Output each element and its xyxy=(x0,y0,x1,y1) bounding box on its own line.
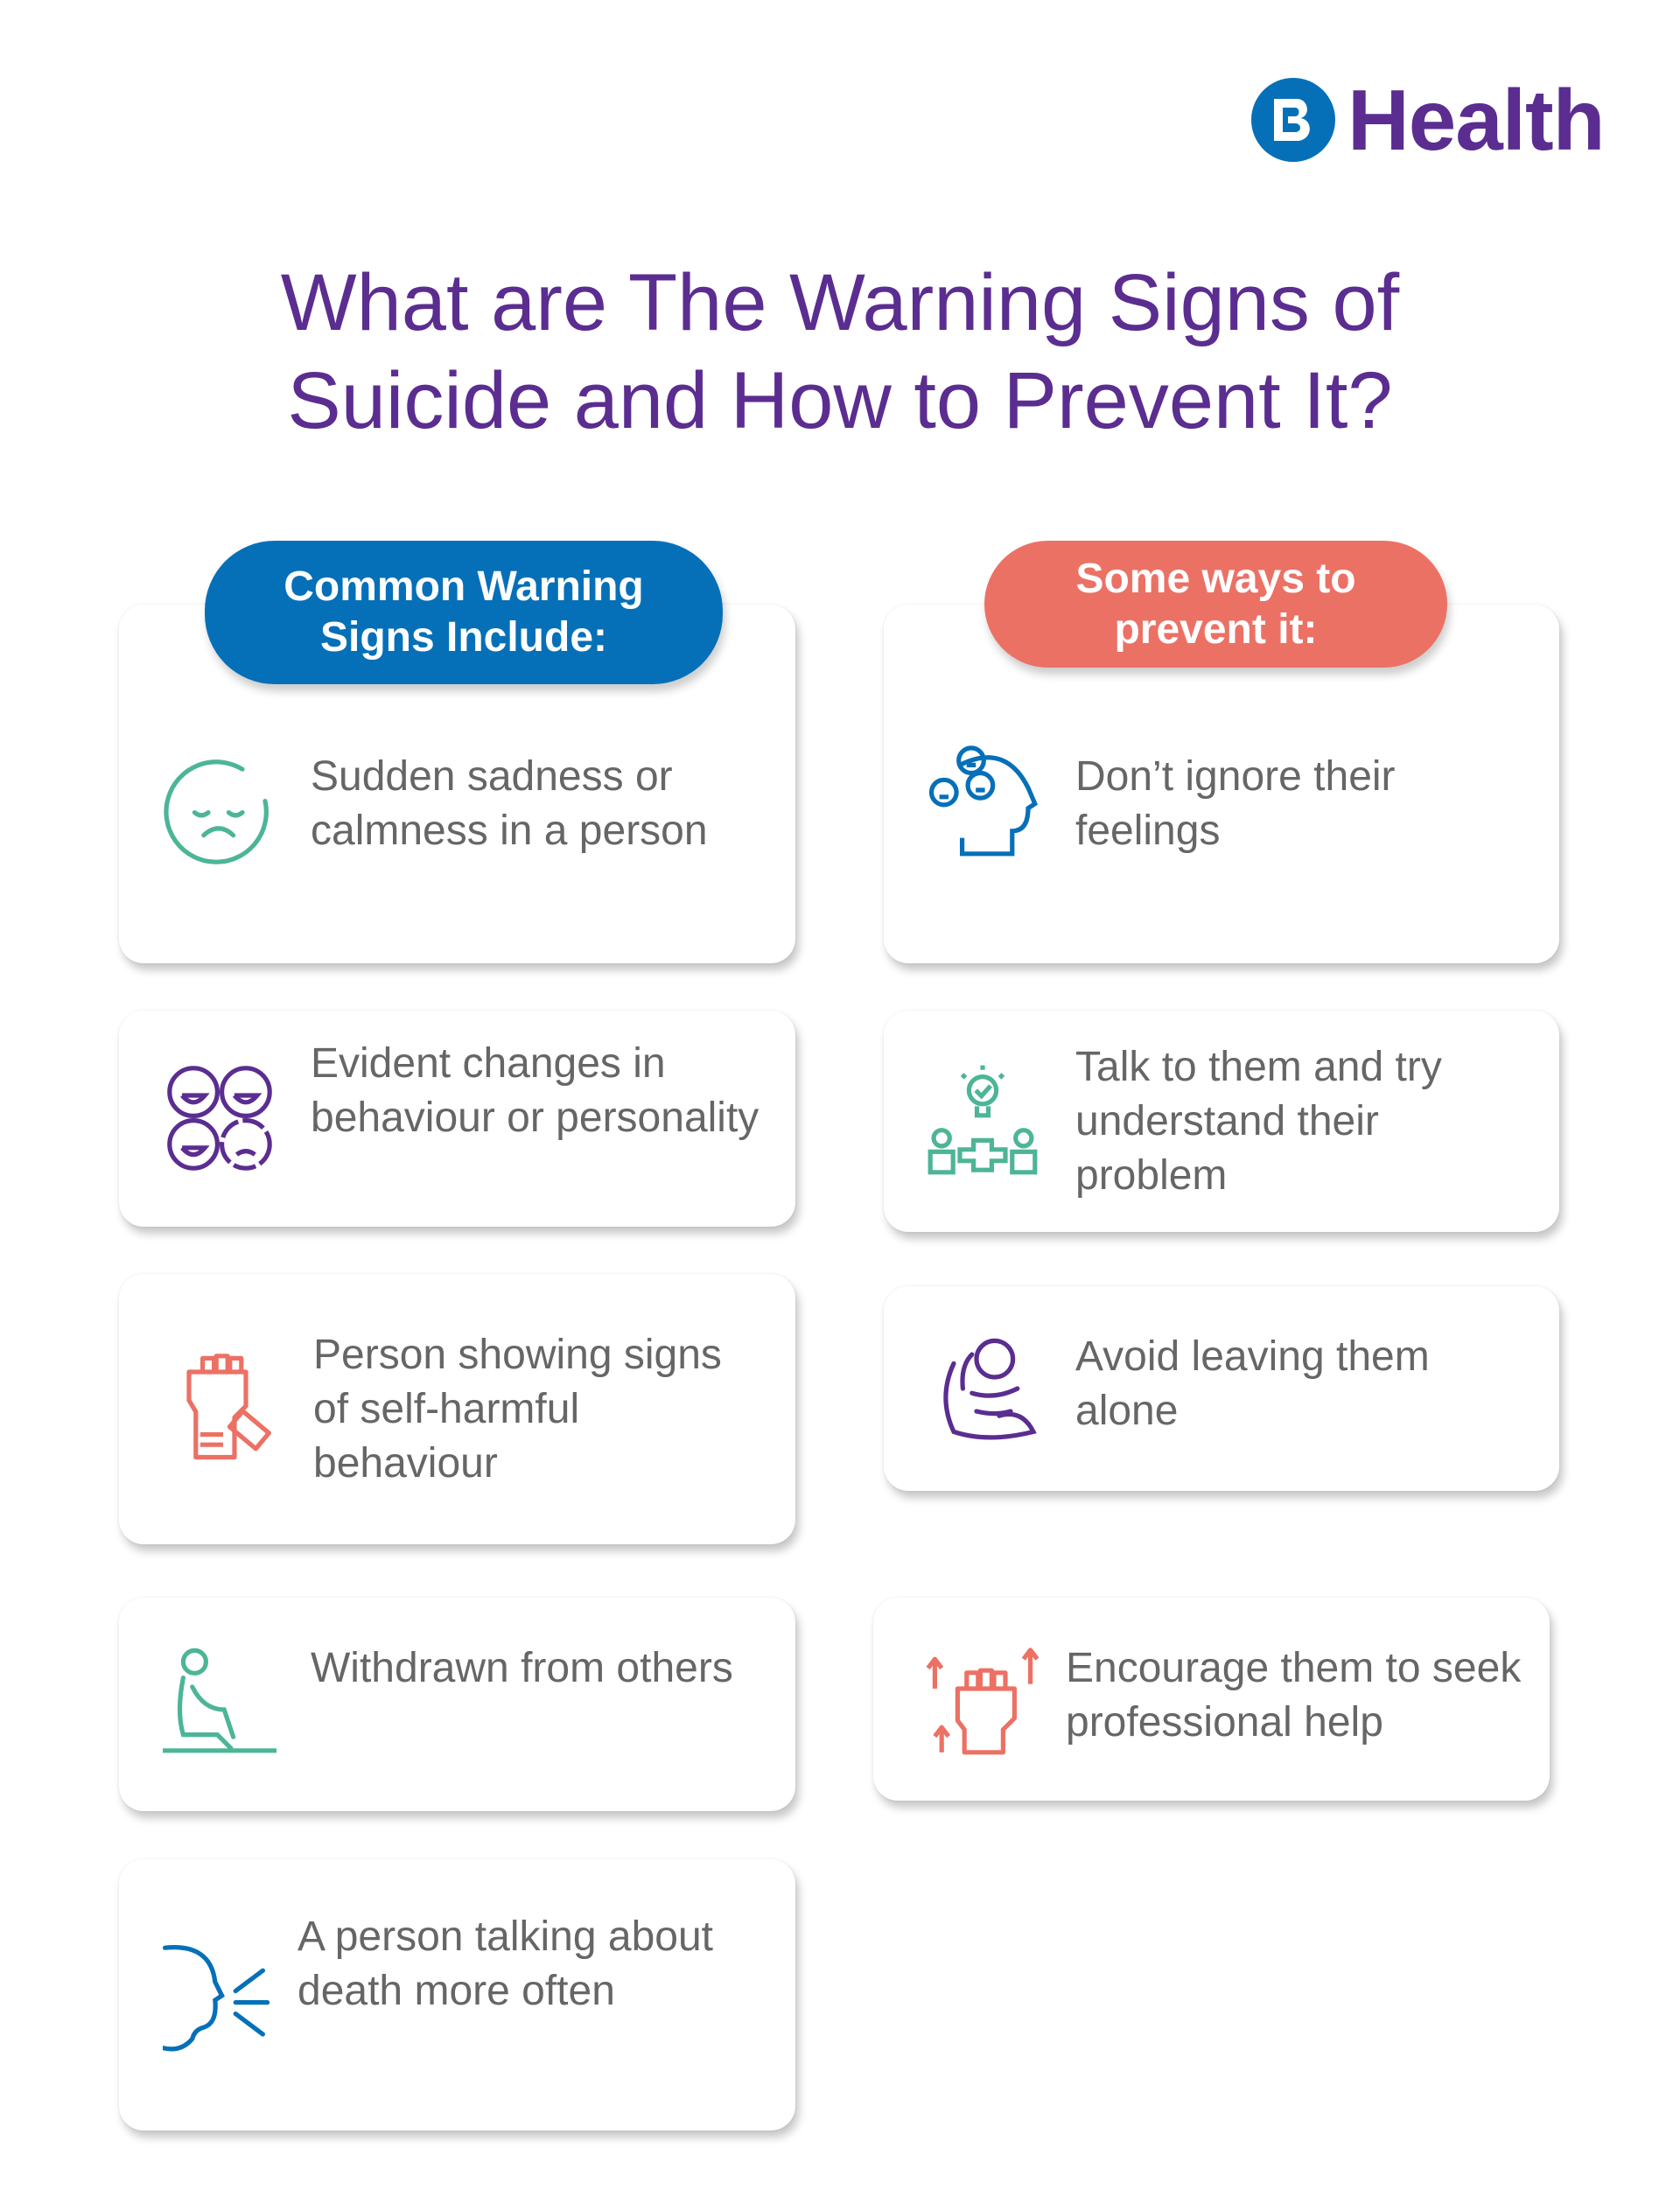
speaking-head-icon xyxy=(163,1945,270,2052)
title-line-1: What are The Warning Signs of xyxy=(280,258,1400,347)
heading-line: Signs Include: xyxy=(319,614,607,661)
prevent-text: Encourage them to seek professional help xyxy=(1066,1645,1522,1746)
warning-card-4: Withdrawn from others xyxy=(119,1598,795,1811)
prevent-card-4: Encourage them to seek professional help xyxy=(873,1598,1550,1801)
heading-line: prevent it: xyxy=(1114,605,1318,653)
prevent-text: Don’t ignore their feelings xyxy=(1075,753,1396,854)
warning-card-2: Evident changes in behaviour or personal… xyxy=(119,1011,795,1227)
prevent-text: Avoid leaving them alone xyxy=(1075,1333,1430,1434)
warning-card-3: Person showing signs of self-harmful beh… xyxy=(119,1274,795,1544)
mood-faces-icon xyxy=(167,1066,272,1171)
warning-text: A person talking about death more often xyxy=(298,1914,714,2014)
people-idea-icon xyxy=(928,1065,1038,1175)
warning-text: Evident changes in behaviour or personal… xyxy=(311,1040,760,1141)
raised-fist-arrows-icon xyxy=(926,1648,1040,1755)
warning-text: Sudden sadness or calmness in a person xyxy=(311,753,708,854)
brand-name: Health xyxy=(1348,72,1606,168)
page-title: What are The Warning Signs of Suicide an… xyxy=(0,254,1680,450)
logo-b-icon xyxy=(1251,78,1335,162)
warning-signs-heading: Common Warning Signs Include: xyxy=(205,541,723,684)
heading-line: Some ways to xyxy=(1075,555,1356,602)
hugging-person-icon xyxy=(943,1338,1037,1440)
title-line-2: Suicide and How to Prevent It? xyxy=(287,356,1393,445)
brand-logo: Health xyxy=(1251,72,1606,168)
prevent-card-3: Avoid leaving them alone xyxy=(884,1286,1559,1491)
sad-face-icon xyxy=(164,759,269,864)
warning-card-5: A person talking about death more often xyxy=(119,1859,795,2131)
warning-text: Withdrawn from others xyxy=(311,1645,733,1691)
prevent-card-2: Talk to them and try understand their pr… xyxy=(884,1011,1559,1232)
prevent-text: Talk to them and try understand their pr… xyxy=(1075,1044,1442,1199)
head-emotions-icon xyxy=(928,745,1039,857)
sitting-person-icon xyxy=(163,1648,276,1753)
prevention-heading: Some ways to prevent it: xyxy=(984,541,1447,668)
fist-blade-icon xyxy=(186,1354,271,1460)
warning-text: Person showing signs of self-harmful beh… xyxy=(313,1332,722,1487)
heading-line: Common Warning xyxy=(284,563,644,610)
